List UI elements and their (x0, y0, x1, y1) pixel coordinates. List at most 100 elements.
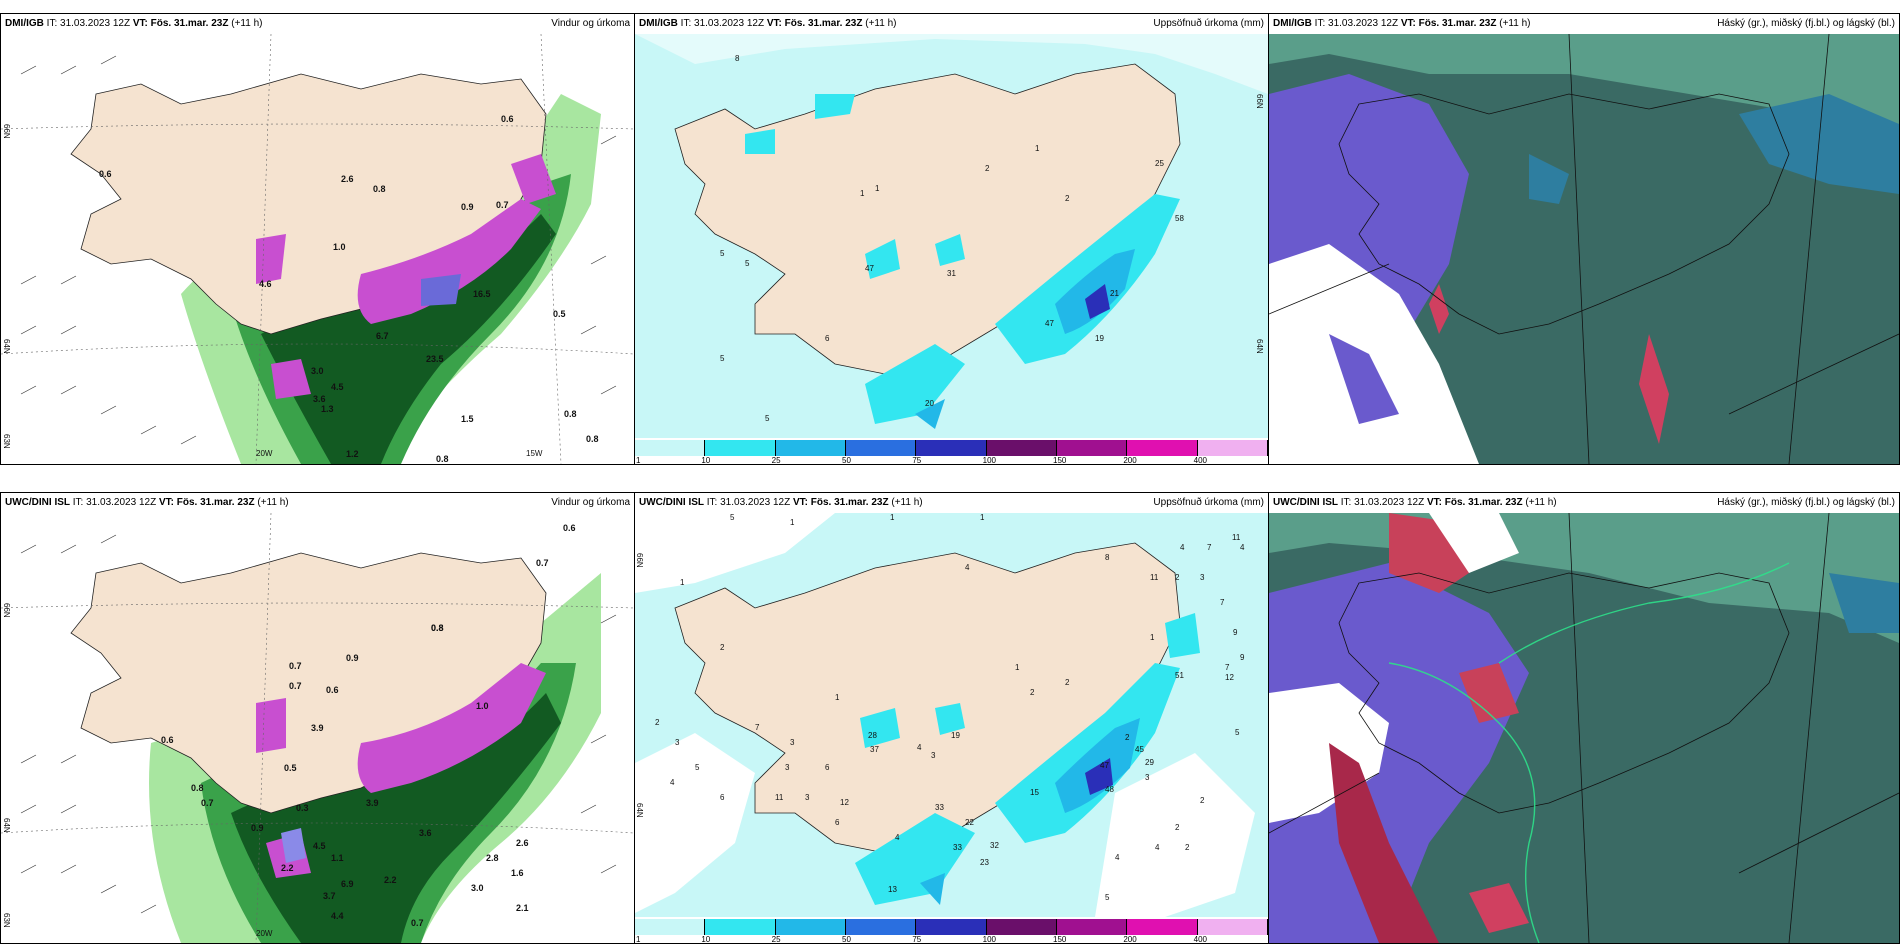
panel-header: UWC/DINI ISL IT: 31.03.2023 12Z VT: Fös.… (1, 493, 634, 513)
value-label: 0.9 (251, 823, 264, 833)
panel-title: Vindur og úrkoma (551, 18, 630, 29)
panel-title: Háský (gr.), miðský (fj.bl.) og lágský (… (1717, 497, 1895, 508)
value-label: 3.6 (313, 394, 326, 404)
value-label: 5 (720, 354, 725, 363)
value-label: 9 (1233, 628, 1238, 637)
value-label: 3.0 (471, 883, 484, 893)
value-label: 8 (735, 54, 740, 63)
value-label: 5 (720, 249, 725, 258)
map-accum-dmi[interactable]: 66N 64N 8 5 1 2 25 2 1 58 47 31 21 19 47… (635, 34, 1268, 438)
value-label: 0.8 (564, 409, 577, 419)
value-label: 2 (1200, 796, 1205, 805)
legend-swatch (916, 919, 987, 935)
lat-label: 64N (2, 339, 11, 354)
legend-tick: 400 (1193, 935, 1208, 944)
value-label: 1 (680, 578, 685, 587)
legend-tick: 100 (982, 935, 997, 944)
value-label: 4 (1155, 843, 1160, 852)
value-label: 0.6 (99, 169, 112, 179)
lat-label: 66N (2, 124, 11, 139)
panel-accum-dmi: DMI/IGB IT: 31.03.2023 12Z VT: Fös. 31.m… (634, 13, 1269, 465)
value-label: 2 (1175, 573, 1180, 582)
value-label: 0.7 (536, 558, 549, 568)
value-label: 23 (980, 858, 989, 867)
map-clouds-dmi[interactable] (1269, 34, 1899, 464)
value-label: 4.6 (259, 279, 272, 289)
value-label: 0.9 (346, 653, 359, 663)
value-label: 4 (1115, 853, 1120, 862)
map-wind-dmi[interactable]: 66N 64N 63N 20W 15W 0.6 0.8 0.9 0.7 0.5 … (1, 34, 634, 464)
value-label: 23.5 (426, 354, 444, 364)
value-label: 3 (805, 793, 810, 802)
value-label: 1 (790, 518, 795, 527)
value-label: 0.6 (501, 114, 514, 124)
value-label: 5 (765, 414, 770, 423)
value-label: 0.8 (436, 454, 449, 464)
value-label: 6 (835, 818, 840, 827)
value-label: 4 (965, 563, 970, 572)
value-label: 5 (745, 259, 750, 268)
legend-swatch (775, 919, 846, 935)
value-label: 1 (1015, 663, 1020, 672)
value-label: 58 (1175, 214, 1184, 223)
lat-label: 64N (1255, 339, 1264, 354)
value-label: 0.7 (411, 918, 424, 928)
lat-label: 64N (635, 803, 644, 818)
value-label: 0.7 (496, 200, 509, 210)
value-label: 4.5 (313, 841, 326, 851)
precip-legend: 1 10 25 50 75 100 150 200 400 (635, 917, 1268, 943)
value-label: 1.3 (321, 404, 334, 414)
value-label: 0.8 (586, 434, 599, 444)
value-label: 45 (1135, 745, 1144, 754)
legend-swatch (635, 919, 706, 935)
lat-label: 66N (2, 603, 11, 618)
value-label: 3.6 (419, 828, 432, 838)
value-label: 2 (655, 718, 660, 727)
map-wind-dini[interactable]: 66N 64N 63N 20W 0.6 0.7 0.8 0.7 0.6 0.9 … (1, 513, 634, 943)
legend-tick: 50 (842, 456, 851, 465)
value-label: 0.6 (161, 735, 174, 745)
legend-tick: 25 (771, 935, 781, 944)
value-label: 4 (917, 743, 922, 752)
legend-swatch (775, 440, 846, 456)
value-label: 1 (860, 189, 865, 198)
value-label: 4.5 (331, 382, 344, 392)
value-label: 1 (835, 693, 840, 702)
value-label: 47 (1100, 761, 1109, 770)
value-label: 2.6 (341, 174, 354, 184)
legend-swatch (1127, 440, 1198, 456)
value-label: 0.8 (373, 184, 386, 194)
value-label: 47 (865, 264, 874, 273)
value-label: 11 (775, 793, 784, 802)
panel-header: DMI/IGB IT: 31.03.2023 12Z VT: Fös. 31.m… (635, 14, 1268, 34)
value-label: 7 (1207, 543, 1212, 552)
value-label: 3.7 (323, 891, 336, 901)
value-label: 20 (925, 399, 934, 408)
value-label: 2 (720, 643, 725, 652)
value-label: 16.5 (473, 289, 491, 299)
value-label: 33 (953, 843, 962, 852)
legend-swatch (1057, 440, 1128, 456)
value-label: 1 (1150, 633, 1155, 642)
map-clouds-dini[interactable] (1269, 513, 1899, 943)
value-label: 3.9 (311, 723, 324, 733)
legend-tick: 1 (636, 456, 641, 465)
value-label: 1 (1035, 144, 1040, 153)
value-label: 0.8 (431, 623, 444, 633)
value-label: 32 (990, 841, 999, 850)
value-label: 4 (1180, 543, 1185, 552)
legend-tick: 50 (842, 935, 851, 944)
panel-wind-dmi: DMI/IGB IT: 31.03.2023 12Z VT: Fös. 31.m… (0, 13, 635, 465)
value-label: 1 (890, 513, 895, 522)
value-label: 4 (895, 833, 900, 842)
map-accum-dini[interactable]: 66N 64N 5 1 1 2 2 3 5 4 6 1 4 1 8 7 11 9… (635, 513, 1268, 917)
value-label: 12 (840, 798, 849, 807)
value-label: 3 (1145, 773, 1150, 782)
lat-label: 66N (635, 553, 644, 568)
panel-title: Vindur og úrkoma (551, 497, 630, 508)
value-label: 4 (1240, 543, 1245, 552)
value-label: 3 (675, 738, 680, 747)
value-label: 1.0 (476, 701, 489, 711)
value-label: 2.2 (281, 863, 294, 873)
legend-swatch (916, 440, 987, 456)
